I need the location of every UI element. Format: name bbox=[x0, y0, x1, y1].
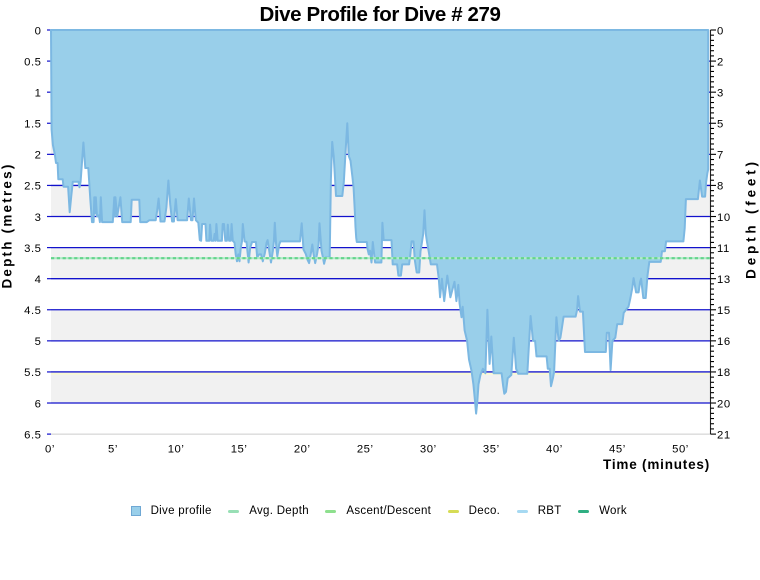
svg-text:1: 1 bbox=[35, 88, 42, 100]
svg-text:6.5: 6.5 bbox=[24, 429, 41, 441]
svg-text:4: 4 bbox=[35, 274, 42, 286]
svg-text:20’: 20’ bbox=[294, 444, 311, 456]
svg-text:1.5: 1.5 bbox=[24, 119, 41, 131]
svg-text:2.5: 2.5 bbox=[24, 181, 41, 193]
svg-text:21: 21 bbox=[717, 429, 731, 441]
svg-text:20: 20 bbox=[717, 398, 731, 410]
svg-text:15’: 15’ bbox=[231, 444, 248, 456]
svg-text:10: 10 bbox=[717, 212, 731, 224]
svg-text:0.5: 0.5 bbox=[24, 56, 41, 68]
svg-text:50’: 50’ bbox=[672, 444, 689, 456]
svg-text:0’: 0’ bbox=[45, 444, 55, 456]
svg-text:13: 13 bbox=[717, 274, 731, 286]
svg-text:5.5: 5.5 bbox=[24, 367, 41, 379]
svg-text:5’: 5’ bbox=[108, 444, 118, 456]
svg-text:16: 16 bbox=[717, 336, 731, 348]
svg-text:6: 6 bbox=[35, 398, 42, 410]
svg-text:35’: 35’ bbox=[483, 444, 500, 456]
svg-text:3: 3 bbox=[35, 212, 42, 224]
svg-text:15: 15 bbox=[717, 305, 731, 317]
svg-text:8: 8 bbox=[717, 181, 724, 193]
svg-text:40’: 40’ bbox=[546, 444, 563, 456]
svg-text:0: 0 bbox=[717, 25, 724, 37]
svg-text:45’: 45’ bbox=[609, 444, 626, 456]
svg-text:11: 11 bbox=[717, 243, 730, 255]
svg-text:3.5: 3.5 bbox=[24, 243, 41, 255]
svg-text:2: 2 bbox=[717, 56, 724, 68]
svg-text:2: 2 bbox=[35, 150, 42, 162]
svg-text:0: 0 bbox=[35, 25, 42, 37]
svg-text:7: 7 bbox=[717, 150, 724, 162]
svg-text:5: 5 bbox=[35, 336, 42, 348]
svg-text:3: 3 bbox=[717, 88, 724, 100]
svg-text:30’: 30’ bbox=[420, 444, 437, 456]
svg-text:18: 18 bbox=[717, 367, 731, 379]
svg-text:25’: 25’ bbox=[357, 444, 374, 456]
svg-text:5: 5 bbox=[717, 119, 724, 131]
svg-text:4.5: 4.5 bbox=[24, 305, 41, 317]
svg-text:10’: 10’ bbox=[168, 444, 185, 456]
